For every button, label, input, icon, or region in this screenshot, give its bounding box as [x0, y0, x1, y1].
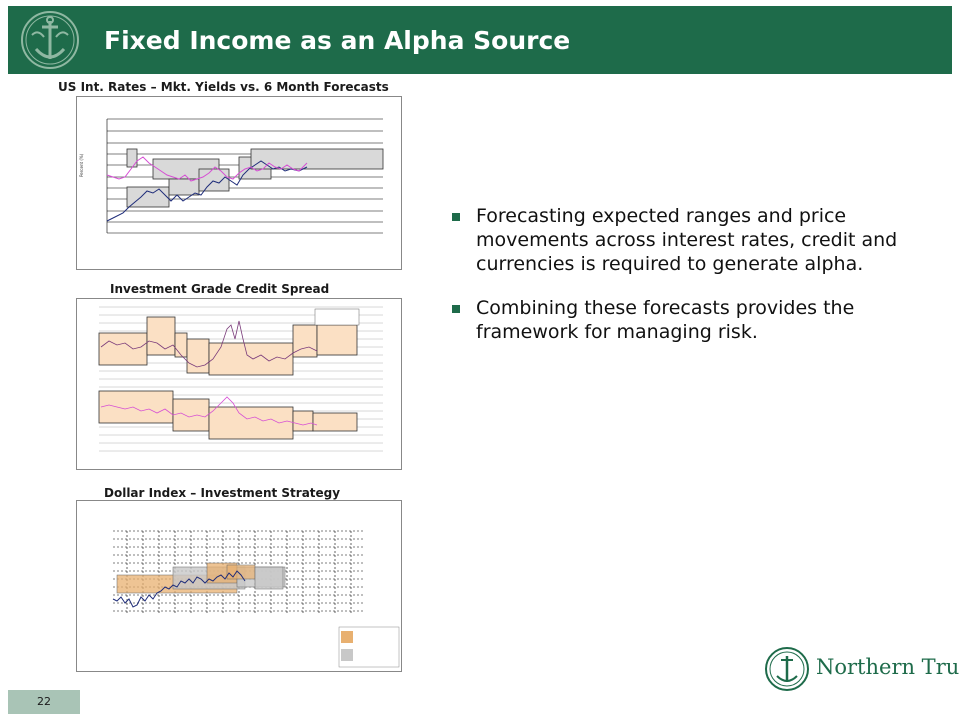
page-number: 22 — [8, 690, 80, 714]
svg-text:Percent (%): Percent (%) — [79, 153, 84, 177]
rates-chart-image: Percent (%) — [76, 96, 402, 270]
header-bar: Fixed Income as an Alpha Source — [8, 6, 952, 74]
bullet-item: Forecasting expected ranges and price mo… — [452, 204, 912, 276]
square-bullet-icon — [452, 305, 460, 313]
anchor-emblem-icon — [21, 11, 79, 69]
page-title: Fixed Income as an Alpha Source — [104, 26, 571, 55]
dollar-index-chart-image — [76, 500, 402, 672]
northern-trust-logo: Northern Trust — [764, 646, 960, 692]
logo-wordmark: Northern Trust — [816, 655, 960, 679]
bullet-text: Combining these forecasts provides the f… — [476, 297, 855, 343]
dollar-chart-title: Dollar Index – Investment Strategy — [104, 486, 341, 500]
rates-chart-title: US Int. Rates – Mkt. Yields vs. 6 Month … — [58, 80, 389, 94]
credit-chart-title: Investment Grade Credit Spread — [110, 282, 330, 296]
bullet-item: Combining these forecasts provides the f… — [452, 296, 912, 344]
bullet-text: Forecasting expected ranges and price mo… — [476, 205, 898, 275]
credit-spread-chart-image — [76, 298, 402, 470]
square-bullet-icon — [452, 213, 460, 221]
anchor-seal-icon — [765, 647, 809, 691]
bullet-list: Forecasting expected ranges and price mo… — [452, 204, 912, 364]
